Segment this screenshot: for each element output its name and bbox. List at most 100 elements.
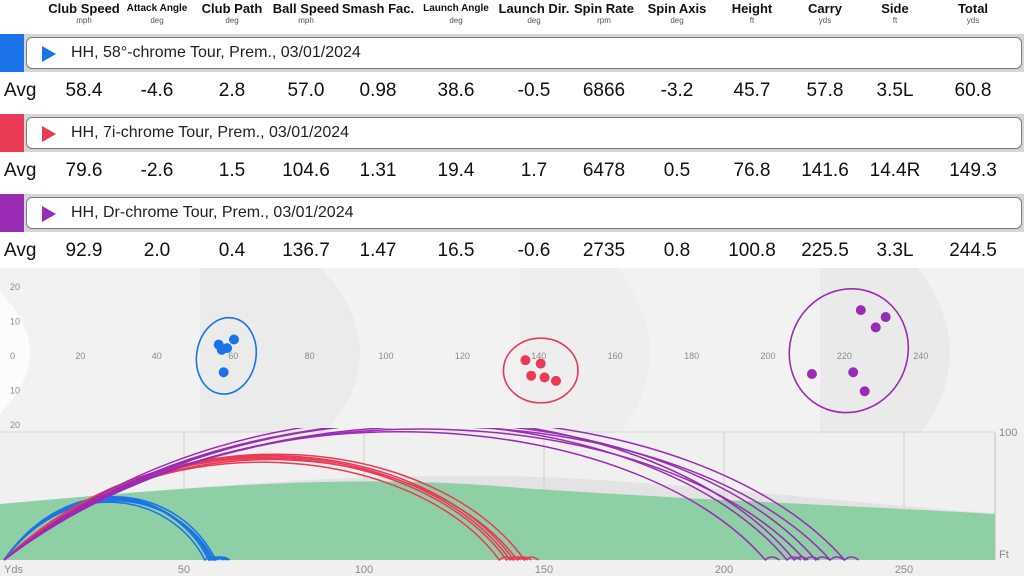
header-label: Ball Speed	[272, 1, 340, 16]
header-unit: deg	[449, 16, 463, 25]
shot-dot	[216, 344, 227, 355]
avg-value: 6866	[582, 80, 626, 101]
header-unit: mph	[76, 16, 92, 25]
avg-value: -2.6	[140, 160, 174, 181]
club-bar-1[interactable]: HH, 7i-chrome Tour, Prem., 03/01/2024	[0, 114, 1024, 152]
dispersion-ellipse	[788, 287, 910, 414]
header-unit: ft	[892, 16, 898, 25]
trajectory-line	[3, 496, 225, 562]
shot-dot	[806, 368, 817, 379]
side-x-tick: 150	[535, 564, 553, 576]
top-y-tick: 0	[10, 351, 15, 361]
header-col-0: Club Speed mph	[48, 1, 120, 25]
shot-dot	[859, 386, 870, 397]
header-label: Carry	[808, 1, 842, 16]
avg-value: 100.8	[728, 240, 776, 261]
avg-label: Avg	[4, 80, 37, 101]
trajectory-line	[3, 428, 809, 562]
play-triangle-icon[interactable]	[42, 126, 56, 142]
top-x-tick: 40	[152, 351, 162, 361]
header-col-10: Carry yds	[808, 1, 842, 25]
avg-value: 6478	[582, 160, 626, 181]
avg-value: 2.0	[143, 240, 171, 261]
top-view-range-bands	[0, 268, 950, 438]
header-col-9: Height ft	[732, 1, 772, 25]
dispersion-ellipse	[502, 337, 579, 404]
club-bar-2[interactable]: HH, Dr-chrome Tour, Prem., 03/01/2024	[0, 194, 1024, 232]
top-y-tick: 20	[10, 282, 20, 292]
avg-value: -0.5	[517, 80, 551, 101]
avg-value: 2735	[582, 240, 626, 261]
trajectory-line	[3, 430, 780, 562]
top-x-tick: 100	[378, 351, 393, 361]
avg-value: 1.31	[359, 160, 397, 181]
avg-value: -4.6	[140, 80, 174, 101]
avg-label: Avg	[4, 160, 37, 181]
header-col-7: Spin Rate rpm	[574, 1, 634, 25]
side-x-tick: 50	[178, 564, 190, 576]
club-name-label: HH, 7i-chrome Tour, Prem., 03/01/2024	[71, 124, 350, 141]
shot-dot	[539, 372, 550, 383]
header-unit: ft	[749, 16, 755, 25]
avg-value: 244.5	[949, 240, 997, 261]
avg-row-0: Avg 58.4 -4.6 2.8 57.0 0.98 38.6 -0.5 6866 -3.2 45…	[0, 73, 1024, 109]
top-x-tick: 140	[531, 351, 546, 361]
header-unit: deg	[150, 16, 164, 25]
play-triangle-icon[interactable]	[42, 46, 56, 62]
header-unit: yds	[818, 16, 832, 25]
avg-value: 45.7	[733, 80, 771, 101]
avg-row-1: Avg 79.6 -2.6 1.5 104.6 1.31 19.4 1.7 6478 0.5 76.…	[0, 153, 1024, 189]
top-x-tick: 240	[913, 351, 928, 361]
metrics-header: Club Speed mph Attack Angle deg Club Path deg…	[0, 0, 1024, 34]
avg-label: Avg	[4, 240, 37, 261]
side-x-tick: 200	[715, 564, 733, 576]
side-view-trajectories	[3, 428, 860, 562]
header-label: Spin Axis	[647, 1, 707, 16]
avg-value: 225.5	[801, 240, 849, 261]
side-y-label: Ft	[999, 549, 1009, 561]
avg-value: 0.5	[663, 160, 691, 181]
header-label: Launch Angle	[423, 3, 489, 14]
club-color-swatch	[0, 114, 24, 152]
club-name-box[interactable]: HH, 58°-chrome Tour, Prem., 03/01/2024	[26, 37, 1022, 69]
avg-value: 57.8	[806, 80, 844, 101]
top-x-tick: 200	[760, 351, 775, 361]
avg-value: 60.8	[954, 80, 992, 101]
dispersion-ellipse	[195, 316, 258, 395]
header-label: Spin Rate	[574, 1, 634, 16]
avg-value: -0.6	[517, 240, 551, 261]
avg-value: 136.7	[282, 240, 330, 261]
top-y-tick: 10	[10, 386, 20, 396]
avg-value: 3.3L	[876, 240, 914, 261]
shot-dot	[520, 355, 531, 366]
club-name-box[interactable]: HH, Dr-chrome Tour, Prem., 03/01/2024	[26, 197, 1022, 229]
avg-value: 14.4R	[869, 160, 921, 181]
header-col-5: Launch Angle deg	[423, 1, 489, 25]
avg-value: 76.8	[733, 160, 771, 181]
avg-value: 0.4	[218, 240, 246, 261]
top-x-tick: 180	[684, 351, 699, 361]
shot-dot	[880, 312, 891, 323]
avg-value: 149.3	[949, 160, 997, 181]
header-label: Height	[731, 1, 773, 16]
side-y-tick: 100	[999, 427, 1017, 439]
header-label: Side	[881, 1, 909, 16]
club-color-swatch	[0, 34, 24, 72]
shot-plots: 20 40 60 80 100 120 140 160 180 200 220 240 20 10 0 10 2…	[0, 268, 1024, 576]
shot-dot	[535, 358, 546, 369]
avg-value: 3.5L	[876, 80, 914, 101]
top-view-grid: 20 40 60 80 100 120 140 160 180 200 220 24020100102…	[10, 282, 928, 430]
side-x-tick: 250	[895, 564, 913, 576]
side-view-axis: Yds 50 100 150 200 250 100 Ft	[4, 427, 1017, 576]
play-triangle-icon[interactable]	[42, 206, 56, 222]
header-label: Attack Angle	[126, 3, 188, 14]
header-col-4: Smash Fac.	[342, 1, 414, 16]
shot-plot-canvas: 20 40 60 80 100 120 140 160 180 200 220 24020100102…	[0, 268, 1024, 576]
top-x-tick: 60	[228, 351, 238, 361]
club-bar-0[interactable]: HH, 58°-chrome Tour, Prem., 03/01/2024	[0, 34, 1024, 72]
avg-value: 38.6	[437, 80, 475, 101]
avg-value: 79.6	[65, 160, 103, 181]
shot-dot	[218, 367, 229, 378]
header-unit: yds	[966, 16, 980, 25]
club-name-box[interactable]: HH, 7i-chrome Tour, Prem., 03/01/2024	[26, 117, 1022, 149]
